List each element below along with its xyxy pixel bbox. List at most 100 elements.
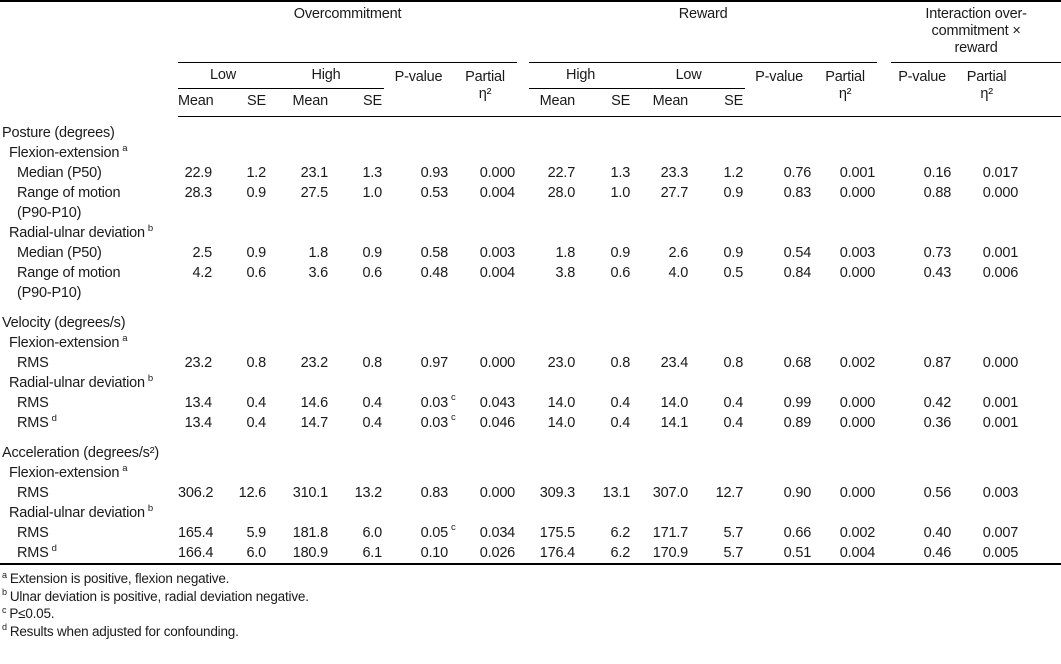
- data-cell: 12.7: [715, 485, 744, 501]
- footnote-marker-sup: a: [122, 463, 128, 475]
- data-cell: 0.005: [982, 545, 1019, 561]
- data-cell: 6.2: [610, 545, 631, 561]
- data-row: RMS d 13.4 0.4 14.7 0.4 0.03 c 0.046 14.0 …: [0, 413, 1061, 433]
- data-cell: 1.2: [246, 165, 266, 181]
- row-label-text: Flexion-extension: [9, 465, 120, 481]
- data-cell: 0.4: [362, 415, 382, 431]
- data-cell: 14.6: [300, 395, 329, 411]
- data-cell: 4.2: [192, 265, 212, 281]
- data-cell: 166.4: [178, 545, 214, 561]
- pvalue-cell: 0.87: [923, 355, 952, 371]
- group-gap: [877, 483, 891, 503]
- trailing-cell: [1020, 263, 1061, 303]
- data-cell: 0.000: [982, 355, 1019, 371]
- group-gap: [517, 243, 529, 263]
- pvalue-cell: 0.90: [783, 485, 812, 501]
- row-label-text: Radial-ulnar deviation: [9, 505, 145, 521]
- data-cell: 27.5: [300, 185, 329, 201]
- col-header-pvalue: P-value: [745, 62, 814, 117]
- cell-value: 0.10: [420, 545, 449, 561]
- trailing-cell: [1020, 543, 1061, 564]
- data-row: Range of motion (P90-P10) 28.3 0.9 27.5 1…: [0, 183, 1061, 223]
- col-header-mean: Mean: [529, 88, 578, 117]
- sub-label-row: Flexion-extension a: [0, 143, 1061, 163]
- group-header-row: Overcommitment Reward Interaction over-c…: [0, 1, 1061, 63]
- pvalue-cell: 0.83: [384, 483, 453, 503]
- row-label: Radial-ulnar deviation b: [0, 503, 1061, 523]
- row-label: RMS: [0, 523, 178, 543]
- col-header-partial-eta: Partial η²: [453, 62, 518, 117]
- data-cell: 0.043: [479, 395, 516, 411]
- cell-value: 0.48: [420, 265, 449, 281]
- data-cell: 14.0: [660, 395, 689, 411]
- pvalue-cell: 0.83: [783, 185, 812, 201]
- data-cell: 27.7: [660, 185, 689, 201]
- section-row-posture: Posture (degrees): [0, 117, 1061, 144]
- data-cell: 28.0: [547, 185, 576, 201]
- row-label: RMS d: [0, 543, 178, 564]
- group-gap: [517, 543, 529, 564]
- data-cell: 0.8: [610, 355, 631, 371]
- footnote: a Extension is positive, flexion negative…: [2, 570, 1061, 588]
- results-table: Overcommitment Reward Interaction over-c…: [0, 0, 1061, 565]
- data-cell: 307.0: [652, 485, 689, 501]
- data-row: Median (P50) 2.5 0.9 1.8 0.9 0.58 0.003 …: [0, 243, 1061, 263]
- group-gap: [517, 353, 529, 373]
- row-label-text: RMS: [17, 525, 49, 541]
- data-cell: 28.3: [184, 185, 213, 201]
- col-header-mean: Mean: [268, 88, 330, 117]
- data-cell: 0.6: [246, 265, 266, 281]
- data-cell: 3.6: [308, 265, 328, 281]
- data-cell: 0.046: [479, 415, 516, 431]
- data-cell: 23.0: [547, 355, 576, 371]
- pvalue-cell: 0.05 c: [420, 522, 456, 541]
- col-header-pvalue: P-value: [891, 62, 954, 117]
- group-gap: [877, 183, 891, 223]
- data-cell: 0.034: [479, 525, 516, 541]
- footnote-text: Ulnar deviation is positive, radial devi…: [9, 588, 309, 604]
- data-cell: 0.017: [982, 165, 1019, 181]
- data-cell: 0.001: [982, 245, 1019, 261]
- partial-label: Partial: [825, 69, 865, 85]
- column-group-overcommitment: Overcommitment: [178, 1, 518, 63]
- data-cell: 0.8: [246, 355, 266, 371]
- data-cell: 3.8: [555, 265, 576, 281]
- pvalue-cell: 0.16: [923, 165, 952, 181]
- data-cell: 175.5: [539, 525, 576, 541]
- row-label-line2: (P90-P10): [17, 285, 82, 301]
- pvalue-cell: 0.51: [783, 545, 812, 561]
- data-cell: 0.4: [246, 395, 266, 411]
- data-cell: 5.7: [723, 525, 744, 541]
- data-cell: 0.000: [839, 265, 876, 281]
- row-label-text: RMS: [17, 395, 49, 411]
- group-gap: [517, 393, 529, 413]
- group-gap: [877, 353, 891, 373]
- pvalue-cell: 0.93: [384, 163, 453, 183]
- data-row: RMS d 166.4 6.0 180.9 6.1 0.10 0.026 176.…: [0, 543, 1061, 564]
- data-cell: 22.7: [547, 165, 576, 181]
- data-cell: 23.2: [300, 355, 329, 371]
- pvalue-cell: 0.66: [783, 525, 812, 541]
- pvalue-cell: 0.84: [783, 265, 812, 281]
- pvalue-cell: 0.76: [783, 165, 812, 181]
- data-cell: 171.7: [652, 525, 689, 541]
- footnote-marker: a: [2, 569, 7, 580]
- group-gap: [877, 413, 891, 433]
- cell-value: 0.03: [420, 395, 449, 411]
- col-header-mean: Mean: [178, 88, 214, 117]
- row-label: Range of motion (P90-P10): [0, 263, 178, 303]
- col-header-se: SE: [690, 88, 746, 117]
- row-label: Median (P50): [0, 243, 178, 263]
- trailing-cell: [1020, 483, 1061, 503]
- data-cell: 0.004: [479, 265, 516, 281]
- pvalue-cell: 0.56: [923, 485, 952, 501]
- group-gap: [517, 483, 529, 503]
- partial-label: Partial: [465, 69, 505, 85]
- data-cell: 6.0: [362, 525, 382, 541]
- col-header-partial-eta: Partial η²: [813, 62, 878, 117]
- data-cell: 0.007: [982, 525, 1019, 541]
- data-cell: 12.6: [238, 485, 267, 501]
- data-cell: 0.006: [982, 265, 1019, 281]
- data-cell: 0.9: [362, 245, 382, 261]
- data-cell: 0.5: [723, 265, 744, 281]
